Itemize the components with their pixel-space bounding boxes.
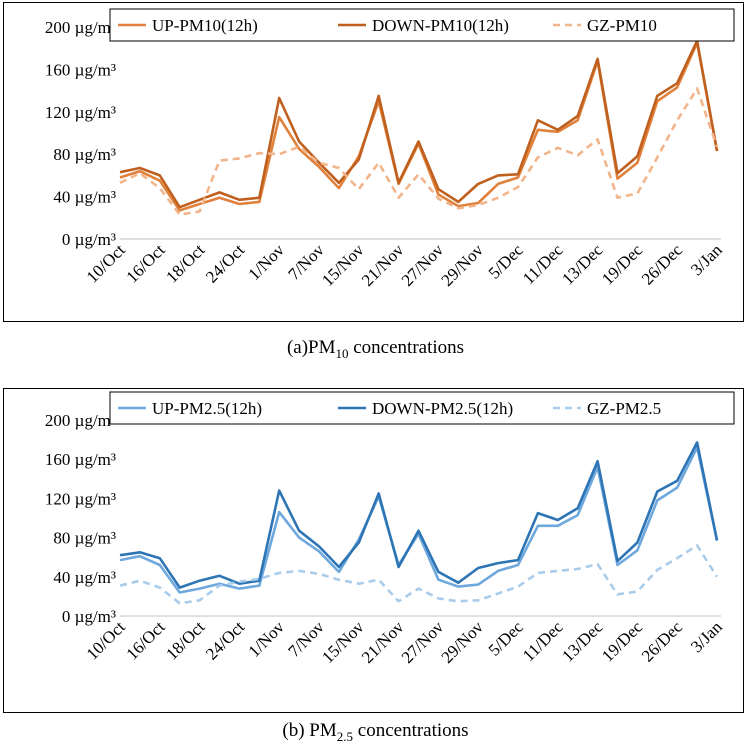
x-tick-label: 3/Jan — [687, 240, 726, 279]
series-line-2 — [119, 87, 719, 216]
y-tick-label: 40 µg/m³ — [53, 568, 116, 587]
pm10-caption: (a)PM10 concentrations — [0, 337, 751, 362]
caption-subscript: 2.5 — [336, 728, 354, 744]
y-tick-label: 120 µg/m³ — [45, 489, 116, 508]
x-tick-label: 11/Dec — [519, 617, 567, 665]
x-tick-label: 27/Nov — [398, 617, 448, 667]
series-line-2 — [119, 544, 719, 605]
legend-label: GZ-PM10 — [587, 16, 657, 35]
legend-label: UP-PM10(12h) — [152, 16, 258, 35]
x-tick-label: 3/Jan — [687, 617, 726, 656]
pm25-chart: 0 µg/m³ 40 µg/m³ 80 µg/m³ 120 µg/m³ 160 µg/m… — [45, 391, 735, 667]
y-tick-label: 160 µg/m³ — [45, 450, 116, 469]
legend-label: GZ-PM2.5 — [587, 399, 661, 418]
y-tick-label: 200 µg/m³ — [45, 411, 116, 430]
pm10-chart-panel: 0 µg/m³ 40 µg/m³ 80 µg/m³ 120 µg/m³ 160 µg/m… — [3, 2, 744, 322]
series-line-0 — [119, 41, 719, 212]
caption-text: (a)PM — [286, 337, 336, 358]
x-tick-label: 1/Nov — [245, 617, 289, 661]
pm25-chart-panel: 0 µg/m³ 40 µg/m³ 80 µg/m³ 120 µg/m³ 160 µg/m… — [3, 388, 744, 713]
x-tick-label: 15/Nov — [318, 240, 368, 290]
pm25-caption: (b) PM2.5 concentrations — [0, 720, 751, 745]
y-tick-label: 0 µg/m³ — [62, 607, 116, 626]
series-line-0 — [119, 446, 719, 594]
x-tick-label: 29/Nov — [438, 617, 488, 667]
y-tick-label: 160 µg/m³ — [45, 60, 116, 79]
y-tick-label: 0 µg/m³ — [62, 230, 116, 249]
x-tick-label: 26/Dec — [638, 617, 686, 665]
series-line-1 — [119, 39, 719, 209]
x-tick-label: 13/Dec — [558, 617, 606, 665]
x-tick-label: 24/Oct — [202, 617, 248, 663]
legend-box — [109, 391, 735, 425]
x-tick-label: 24/Oct — [202, 240, 248, 286]
y-tick-label: 80 µg/m³ — [53, 529, 116, 548]
x-tick-label: 21/Nov — [358, 617, 408, 667]
x-tick-label: 16/Oct — [122, 240, 168, 286]
y-tick-label: 120 µg/m³ — [45, 103, 116, 122]
x-tick-label: 11/Dec — [519, 240, 567, 288]
x-tick-label: 21/Nov — [358, 240, 408, 290]
caption-text: concentrations — [348, 337, 465, 358]
caption-subscript: 10 — [335, 345, 349, 361]
pm10-chart: 0 µg/m³ 40 µg/m³ 80 µg/m³ 120 µg/m³ 160 µg/m… — [45, 8, 735, 290]
x-tick-label: 13/Dec — [558, 240, 606, 288]
legend-box — [109, 8, 735, 42]
x-tick-label: 29/Nov — [438, 240, 488, 290]
y-tick-label: 200 µg/m³ — [45, 18, 116, 37]
x-tick-label: 15/Nov — [318, 617, 368, 667]
y-tick-label: 40 µg/m³ — [53, 188, 116, 207]
x-tick-label: 27/Nov — [398, 240, 448, 290]
y-tick-label: 80 µg/m³ — [53, 145, 116, 164]
caption-text: (b) PM — [282, 720, 337, 741]
x-tick-label: 1/Nov — [245, 240, 289, 284]
x-tick-label: 19/Dec — [598, 240, 646, 288]
x-tick-label: 26/Dec — [638, 240, 686, 288]
x-tick-label: 19/Dec — [598, 617, 646, 665]
x-tick-label: 18/Oct — [162, 240, 208, 286]
legend-label: DOWN-PM2.5(12h) — [372, 399, 513, 418]
x-tick-label: 16/Oct — [122, 617, 168, 663]
caption-text: concentrations — [353, 720, 469, 741]
legend-label: DOWN-PM10(12h) — [372, 16, 509, 35]
series-line-1 — [119, 441, 719, 589]
x-tick-label: 18/Oct — [162, 617, 208, 663]
legend-label: UP-PM2.5(12h) — [152, 399, 262, 418]
